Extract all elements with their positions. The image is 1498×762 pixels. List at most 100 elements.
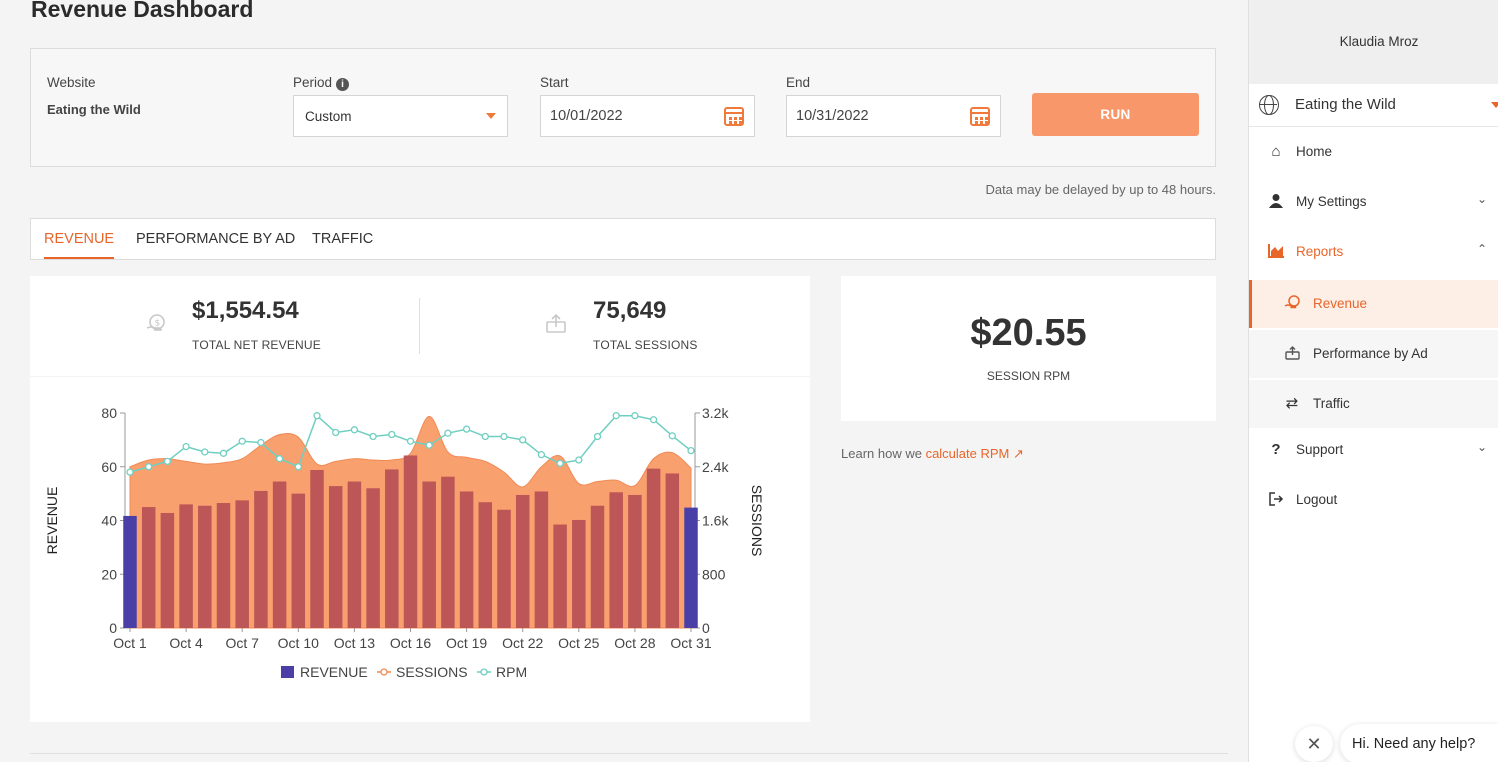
close-icon[interactable]: ✕ — [1295, 726, 1333, 762]
y2-axis-title: SESSIONS — [749, 485, 765, 557]
page-title: Revenue Dashboard — [31, 0, 254, 22]
x-tick-label: Oct 22 — [502, 635, 543, 651]
ad-icon — [1283, 345, 1301, 363]
sidebar-item-revenue[interactable]: Revenue — [1249, 280, 1498, 328]
y2-tick-label: 3.2k — [702, 405, 729, 421]
total-net-revenue-value: $1,554.54 — [192, 297, 299, 324]
calendar-icon[interactable] — [724, 107, 744, 126]
period-select-value: Custom — [305, 109, 352, 124]
revenue-bar — [366, 488, 380, 628]
sidebar-item-home[interactable]: ⌂ Home — [1249, 128, 1498, 176]
y-tick-label: 60 — [101, 459, 117, 475]
rpm-point — [481, 432, 489, 441]
revenue-bar — [385, 469, 399, 628]
rpm-point — [500, 432, 508, 441]
legend-rpm-marker — [480, 668, 488, 676]
x-tick-label: Oct 1 — [113, 635, 147, 651]
rpm-point — [369, 432, 377, 441]
help-chat-bubble[interactable]: Hi. Need any help? — [1340, 724, 1498, 762]
rpm-point — [350, 426, 359, 434]
legend-sessions-label: SESSIONS — [396, 664, 468, 680]
chevron-down-icon: ⌄ — [1476, 192, 1487, 206]
site-selector[interactable]: Eating the Wild — [1249, 84, 1498, 127]
revenue-bar — [216, 503, 231, 628]
revenue-bar — [272, 481, 287, 628]
sidebar-item-label: Traffic — [1313, 396, 1350, 411]
run-button[interactable]: RUN — [1032, 93, 1199, 136]
rpm-point — [238, 437, 246, 445]
start-date-input[interactable]: 10/01/2022 — [540, 95, 755, 137]
globe-icon — [1259, 95, 1279, 115]
x-tick-label: Oct 25 — [558, 635, 599, 651]
revenue-bar — [310, 469, 324, 628]
rpm-point — [294, 463, 302, 471]
rpm-point — [631, 412, 639, 420]
tab-revenue[interactable]: REVENUE — [44, 219, 115, 259]
learn-rpm-text: Learn how we calculate RPM ↗ — [841, 446, 1024, 462]
x-tick-label: Oct 13 — [334, 635, 375, 651]
revenue-bar — [328, 486, 343, 628]
y-tick-label: 80 — [101, 405, 117, 421]
stat-divider — [419, 298, 420, 354]
revenue-bar — [515, 494, 530, 628]
chevron-down-icon — [486, 113, 496, 119]
legend-revenue-label: REVENUE — [300, 664, 368, 680]
rpm-point — [519, 436, 527, 444]
y2-tick-label: 0 — [702, 620, 710, 636]
tab-performance-by-ad[interactable]: PERFORMANCE BY AD — [136, 231, 296, 247]
x-tick-label: Oct 19 — [446, 635, 487, 651]
calculate-rpm-link[interactable]: calculate RPM ↗ — [926, 446, 1024, 461]
revenue-bar — [459, 491, 474, 628]
rpm-point — [444, 429, 452, 437]
rpm-point — [612, 412, 620, 420]
sidebar-item-reports[interactable]: Reports ⌃ — [1249, 228, 1498, 276]
coins-icon: $ — [143, 312, 167, 342]
x-tick-label: Oct 31 — [670, 635, 711, 651]
user-icon — [1267, 193, 1285, 211]
chevron-up-icon: ⌃ — [1476, 242, 1487, 256]
sidebar-item-my-settings[interactable]: My Settings ⌄ — [1249, 178, 1498, 226]
calculate-rpm-link-text[interactable]: calculate RPM — [925, 446, 1010, 461]
rpm-point — [425, 441, 433, 449]
legend-revenue-swatch — [281, 666, 294, 678]
rpm-point — [556, 459, 564, 468]
external-link-icon[interactable]: ↗ — [1013, 446, 1024, 461]
end-date-input[interactable]: 10/31/2022 — [786, 95, 1001, 137]
end-label: End — [786, 75, 811, 90]
revenue-bar — [553, 524, 567, 628]
divider — [30, 753, 1228, 754]
rpm-point — [219, 449, 228, 457]
website-value: Eating the Wild — [47, 102, 141, 117]
y-tick-label: 40 — [101, 513, 117, 529]
calendar-icon[interactable] — [970, 107, 990, 126]
sidebar-item-label: Reports — [1296, 244, 1344, 259]
main-content: Revenue Dashboard Website Eating the Wil… — [30, 0, 1228, 754]
revenue-bar — [572, 519, 586, 628]
sidebar-item-logout[interactable]: Logout — [1249, 476, 1498, 524]
revenue-bar — [235, 500, 249, 628]
revenue-bar — [422, 481, 436, 628]
delay-note: Data may be delayed by up to 48 hours. — [985, 182, 1216, 197]
rpm-point — [388, 430, 396, 439]
sidebar-item-support[interactable]: ? Support ⌄ — [1249, 426, 1498, 474]
sidebar-item-label: Logout — [1296, 492, 1338, 507]
sidebar-item-label: Revenue — [1313, 296, 1368, 311]
sidebar-item-performance-by-ad[interactable]: Performance by Ad — [1249, 330, 1498, 378]
x-tick-label: Oct 4 — [169, 635, 203, 651]
y-tick-label: 0 — [109, 620, 117, 636]
home-icon: ⌂ — [1271, 143, 1281, 160]
end-date-value: 10/31/2022 — [796, 108, 869, 124]
rpm-point — [462, 425, 471, 433]
sidebar-item-traffic[interactable]: ⇄ Traffic — [1249, 380, 1498, 428]
revenue-bar — [291, 493, 306, 628]
x-tick-label: Oct 16 — [390, 635, 431, 651]
info-icon[interactable]: i — [336, 78, 350, 91]
sidebar-item-label: My Settings — [1296, 194, 1367, 209]
legend-rpm-label: RPM — [496, 664, 527, 680]
user-name[interactable]: Klaudia Mroz — [1339, 34, 1419, 49]
website-label: Website — [47, 75, 96, 90]
period-select[interactable]: Custom — [293, 95, 508, 137]
tab-traffic[interactable]: TRAFFIC — [312, 231, 374, 247]
revenue-bar — [497, 509, 511, 628]
